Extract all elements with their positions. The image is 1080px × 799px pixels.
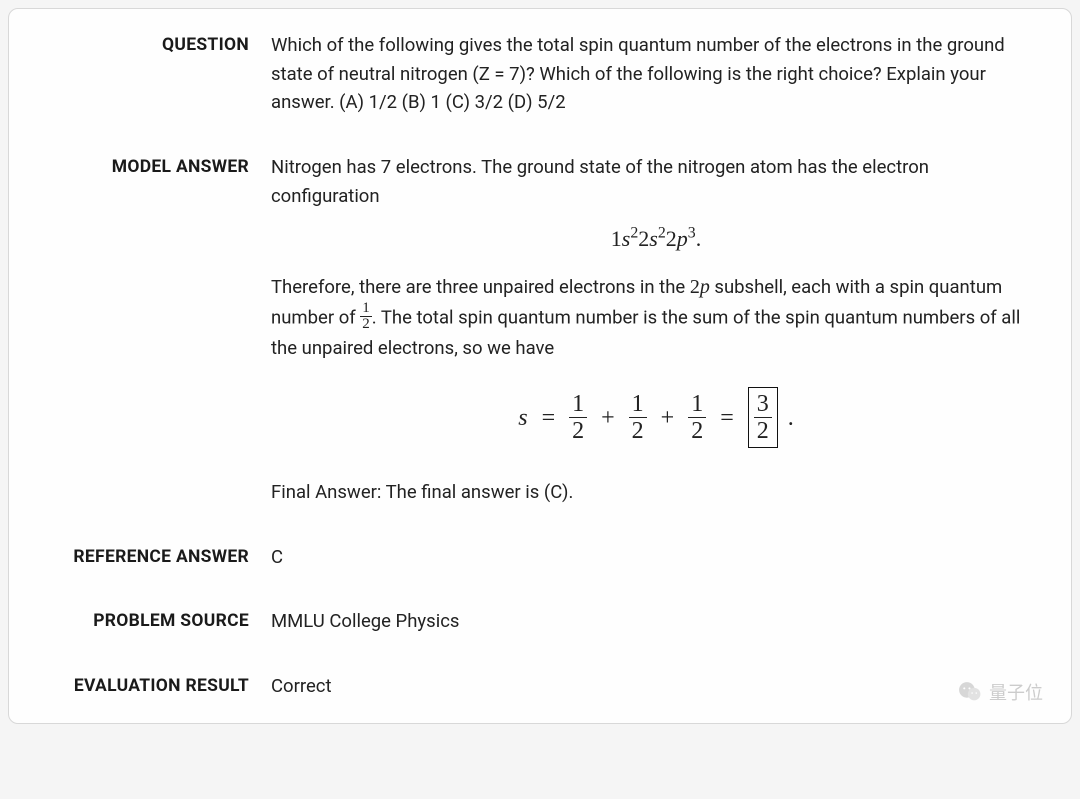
plus-sign-2: + <box>661 405 675 431</box>
plus-sign-1: + <box>601 405 615 431</box>
subshell-num: 2 <box>690 276 700 298</box>
wechat-icon <box>957 679 983 705</box>
evaluation-result-row: EVALUATION RESULT Correct <box>39 672 1041 701</box>
problem-source-value: MMLU College Physics <box>271 607 1041 636</box>
trailing-period: . <box>788 405 794 431</box>
frac-term-3: 12 <box>688 392 706 443</box>
lhs-var: s <box>518 405 527 431</box>
frac-term-2: 12 <box>629 392 647 443</box>
model-answer-para-2: Therefore, there are three unpaired elec… <box>271 272 1041 363</box>
watermark-text: 量子位 <box>989 679 1043 705</box>
spin-half-fraction: 12 <box>360 301 372 332</box>
para2-mid2: . The total spin quantum number is the s… <box>271 307 1020 360</box>
final-answer-line: Final Answer: The final answer is (C). <box>271 478 1041 507</box>
subshell-var: p <box>700 276 710 298</box>
equals-sign: = <box>542 405 556 431</box>
para2-lead: Therefore, there are three unpaired elec… <box>271 276 690 298</box>
problem-source-row: PROBLEM SOURCE MMLU College Physics <box>39 607 1041 636</box>
term-2p3: 2p3 <box>666 226 696 251</box>
evaluation-result-label: EVALUATION RESULT <box>39 672 271 700</box>
qa-card: QUESTION Which of the following gives th… <box>8 8 1072 724</box>
problem-source-label: PROBLEM SOURCE <box>39 607 271 635</box>
electron-config-equation: 1s22s22p3. <box>271 228 1041 250</box>
reference-answer-label: REFERENCE ANSWER <box>39 543 271 571</box>
reference-answer-row: REFERENCE ANSWER C <box>39 543 1041 572</box>
frac-term-1: 12 <box>569 392 587 443</box>
model-answer-label: MODEL ANSWER <box>39 153 271 181</box>
model-answer-row: MODEL ANSWER Nitrogen has 7 electrons. T… <box>39 153 1041 507</box>
question-label: QUESTION <box>39 31 271 59</box>
term-2s2: 2s2 <box>638 226 665 251</box>
model-answer-body: Nitrogen has 7 electrons. The ground sta… <box>271 153 1041 507</box>
watermark: 量子位 <box>957 679 1043 705</box>
period: . <box>696 226 702 251</box>
question-text: Which of the following gives the total s… <box>271 31 1041 117</box>
model-answer-para-1: Nitrogen has 7 electrons. The ground sta… <box>271 153 1041 210</box>
question-row: QUESTION Which of the following gives th… <box>39 31 1041 117</box>
result-frac: 32 <box>754 392 772 443</box>
term-1s2: 1s2 <box>611 226 638 251</box>
equals-sign-2: = <box>720 405 734 431</box>
reference-answer-value: C <box>271 543 1041 572</box>
evaluation-result-value: Correct <box>271 672 1041 701</box>
boxed-result: 32 <box>748 387 778 448</box>
spin-sum-equation: s = 12 + 12 + 12 = 32 . <box>271 387 1041 448</box>
